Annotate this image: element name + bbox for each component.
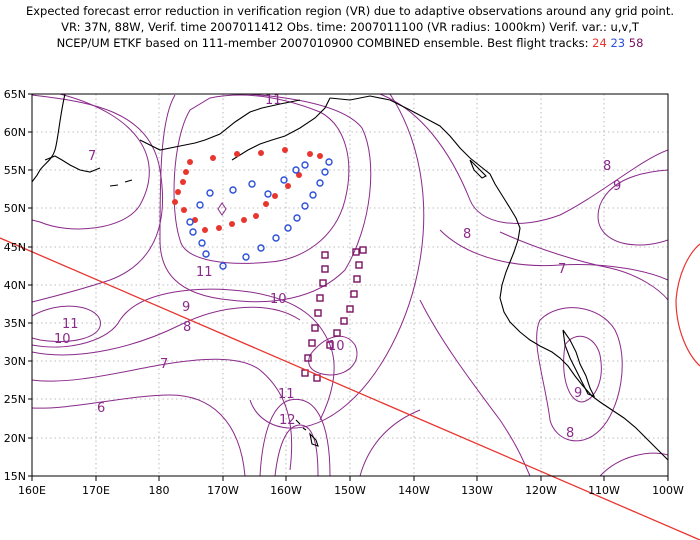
contour-label: 9 — [182, 300, 190, 315]
target-diamond — [217, 202, 227, 216]
track-58-label: 58 — [628, 36, 644, 50]
contour-label: 11 — [278, 387, 295, 402]
longitude-axis: 160E 170E 180 170W 160W 150W 140W 130W 1… — [18, 476, 684, 497]
lon-tick-label: 130W — [461, 484, 493, 497]
error-reduction-contours — [32, 94, 668, 476]
flight-track-58 — [301, 246, 367, 382]
lon-tick-label: 140W — [398, 484, 430, 497]
lat-tick-label: 20N — [4, 432, 26, 445]
lat-tick-label: 40N — [4, 279, 26, 292]
contour-label: 11 — [265, 93, 282, 108]
contour-label: 9 — [574, 386, 582, 401]
lat-tick-label: 60N — [4, 126, 26, 139]
contour-label: 7 — [88, 149, 96, 164]
contour-label: 11 — [196, 265, 213, 280]
verification-region-arc — [675, 243, 700, 367]
lon-tick-label: 150W — [334, 484, 366, 497]
great-circle-line — [0, 237, 700, 540]
contour-label: 10 — [328, 339, 345, 354]
contour-label: 7 — [160, 357, 168, 372]
flight-track-24 — [172, 147, 323, 233]
flight-track-23 — [186, 158, 333, 270]
contour-label: 8 — [566, 426, 574, 441]
lon-tick-label: 120W — [525, 484, 557, 497]
lon-tick-label: 170W — [207, 484, 239, 497]
contour-label: 7 — [558, 262, 566, 277]
lon-tick-label: 110W — [588, 484, 620, 497]
contour-labels: 11 7 8 9 8 9 10 11 11 10 7 7 8 6 10 11 1… — [54, 93, 621, 441]
contour-label: 8 — [183, 320, 191, 335]
lat-tick-label: 25N — [4, 393, 26, 406]
lon-tick-label: 100W — [652, 484, 684, 497]
title-line-2: VR: 37N, 88W, Verif. time 2007011412 Obs… — [61, 20, 639, 34]
lat-tick-label: 30N — [4, 355, 26, 368]
gridlines — [32, 94, 668, 476]
lat-tick-label: 55N — [4, 164, 26, 177]
contour-label: 11 — [62, 317, 79, 332]
contour-label: 12 — [279, 413, 296, 428]
contour-label: 8 — [463, 227, 471, 242]
lat-tick-label: 15N — [4, 470, 26, 483]
title-line-1: Expected forecast error reduction in ver… — [25, 4, 675, 18]
lat-tick-label: 35N — [4, 317, 26, 330]
latitude-axis: 65N 60N 55N 50N 45N 40N 35N 30N 25N 20N … — [4, 88, 32, 483]
contour-label: 10 — [54, 332, 71, 347]
track-23-label: 23 — [610, 36, 626, 50]
contour-label: 10 — [270, 292, 287, 307]
contour-label: 6 — [97, 401, 105, 416]
lat-tick-label: 65N — [4, 88, 26, 101]
lon-tick-label: 170E — [82, 484, 110, 497]
title-line-3: NCEP/UM ETKF based on 111-member 2007010… — [0, 36, 700, 51]
lon-tick-label: 180 — [149, 484, 170, 497]
lon-tick-label: 160W — [270, 484, 302, 497]
lat-tick-label: 50N — [4, 202, 26, 215]
contour-label: 9 — [613, 179, 621, 194]
lon-tick-label: 160E — [18, 484, 46, 497]
title-line-3-text: NCEP/UM ETKF based on 111-member 2007010… — [56, 36, 589, 50]
track-24-label: 24 — [592, 36, 607, 50]
contour-label: 8 — [603, 159, 611, 174]
coastlines — [32, 94, 668, 461]
lat-tick-label: 45N — [4, 241, 26, 254]
